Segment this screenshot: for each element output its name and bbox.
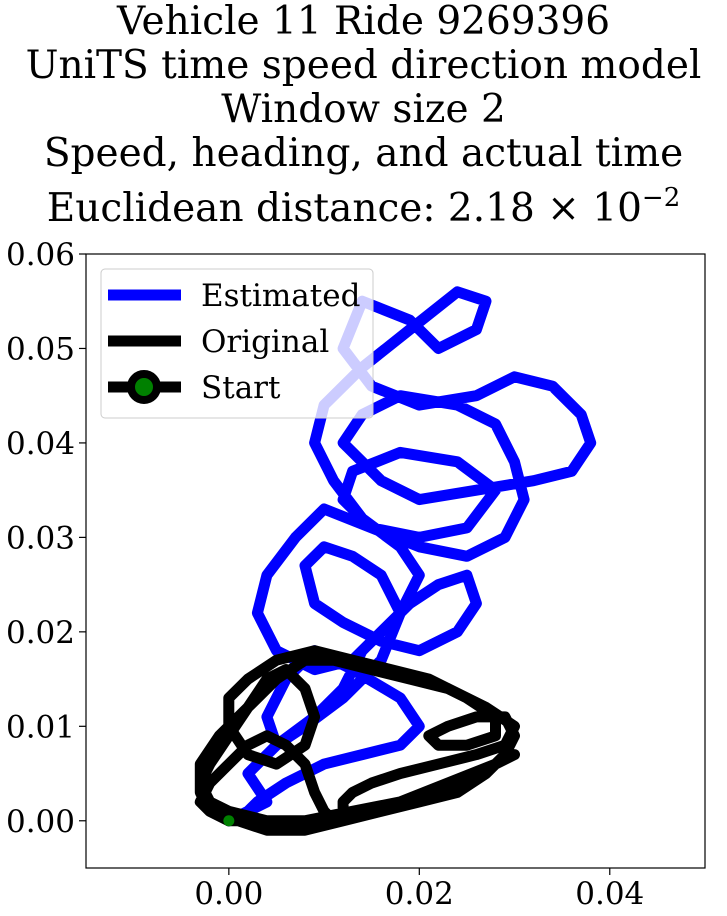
legend-label-original: Original [201, 324, 329, 360]
y-tick-label: 0.05 [6, 331, 75, 367]
y-tick-label: 0.02 [6, 615, 75, 651]
series-line-original [194, 645, 520, 836]
title-line-2: UniTS time speed direction model [25, 43, 702, 88]
y-tick-label: 0.06 [6, 237, 75, 273]
y-tick-label: 0.00 [6, 804, 75, 840]
start-point-marker [223, 815, 235, 827]
y-tick-label: 0.04 [6, 426, 75, 462]
distance-mantissa: 2.18 [447, 186, 535, 231]
y-tick-label: 0.03 [6, 520, 75, 556]
series-line-estimated [223, 286, 597, 827]
legend-swatch-start-marker [127, 370, 161, 404]
distance-base: 10 [592, 186, 642, 231]
legend-frame [100, 268, 374, 419]
legend-label-estimated: Estimated [201, 278, 360, 314]
title-line-1: Vehicle 11 Ride 9269396 [116, 0, 611, 44]
title-line-distance: Euclidean distance: 2.18 × 10−2 [0, 176, 727, 231]
distance-times: × [547, 186, 580, 231]
distance-exponent: −2 [641, 183, 681, 213]
chart-title: Vehicle 11 Ride 9269396 UniTS time speed… [0, 0, 727, 231]
legend-label-start: Start [201, 370, 281, 406]
title-line-3: Window size 2 [221, 87, 506, 132]
x-tick-label: 0.04 [575, 876, 644, 912]
x-tick-label: 0.02 [385, 876, 454, 912]
plot-frame [85, 253, 706, 869]
x-tick-label: 0.00 [194, 876, 263, 912]
legend: Estimated Original Start [100, 268, 374, 419]
distance-label: Euclidean distance: [46, 186, 436, 231]
y-tick-label: 0.01 [6, 709, 75, 745]
title-line-4: Speed, heading, and actual time [43, 131, 684, 176]
